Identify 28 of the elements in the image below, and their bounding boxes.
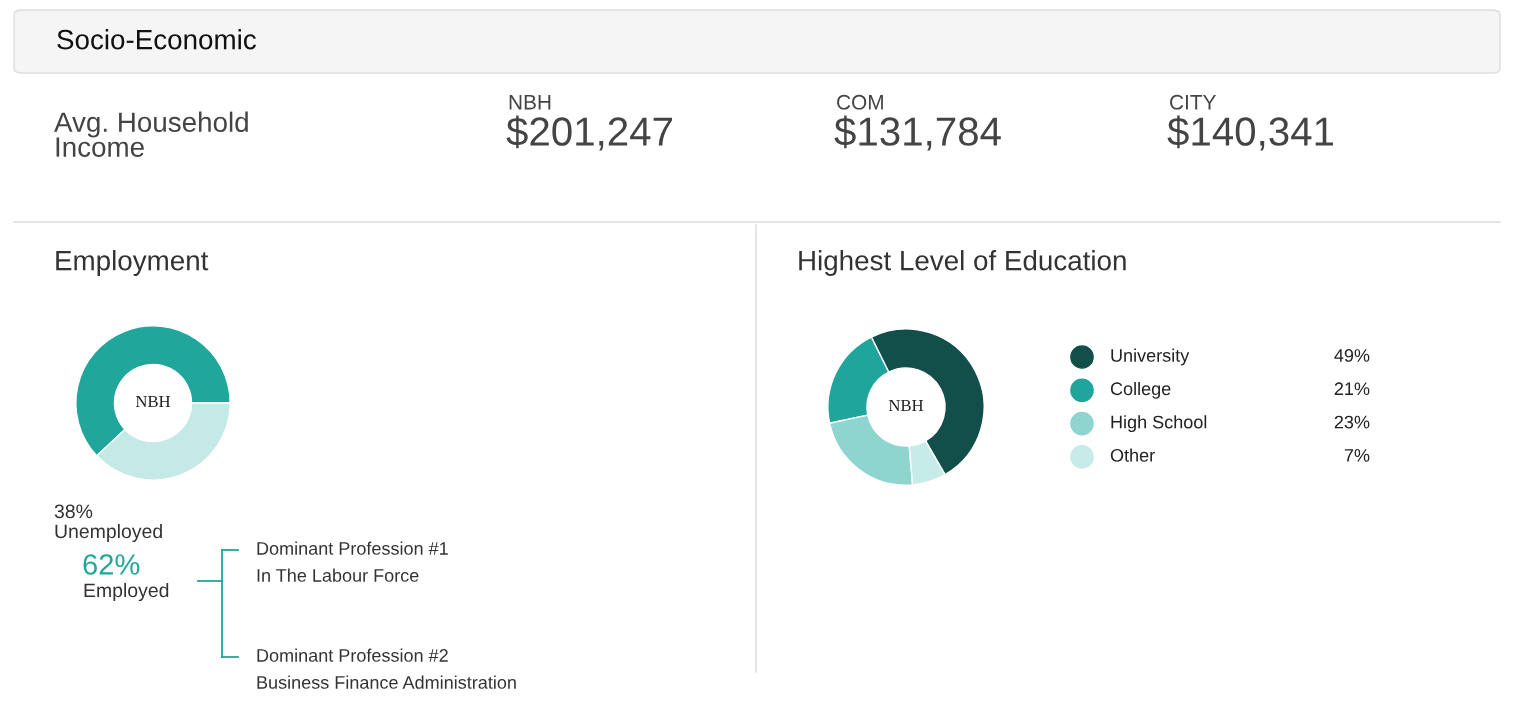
- text: NBH: [888, 400, 924, 412]
- text: $131,784: [834, 115, 1001, 151]
- text: $201,247: [506, 115, 672, 151]
- text: Avg. Household Income: [54, 111, 248, 157]
- text: COM: [837, 94, 883, 110]
- chart-title: Highest Level of Education: [799, 250, 1126, 276]
- text: $140,341: [1167, 115, 1334, 151]
- text: In The Labour Force: [257, 568, 419, 582]
- legend-label: College: [1110, 381, 1171, 399]
- data-label: 21%: [1334, 382, 1370, 396]
- legend-label: High School: [1111, 415, 1207, 433]
- data-label: 49%: [1334, 349, 1370, 362]
- text: Dominant Profession #2: [257, 648, 448, 662]
- chart-title: Employment: [56, 250, 209, 276]
- text: CITY: [1170, 94, 1216, 110]
- text: Business Finance Administration: [257, 675, 516, 689]
- text: NBH: [135, 396, 171, 408]
- text: Socio-Economic: [57, 29, 256, 50]
- legend-label: Other: [1110, 448, 1155, 462]
- legend-label: University: [1111, 348, 1190, 366]
- text: NBH: [509, 95, 551, 110]
- data-label: 62%: [83, 554, 140, 575]
- text: Dominant Profession #1: [257, 541, 448, 555]
- data-label: 23%: [1334, 415, 1370, 429]
- data-label: 38%: [54, 504, 93, 519]
- slice-label: Unemployed: [55, 523, 162, 543]
- data-label: 7%: [1344, 449, 1370, 462]
- legend-label: Employed: [84, 582, 169, 602]
